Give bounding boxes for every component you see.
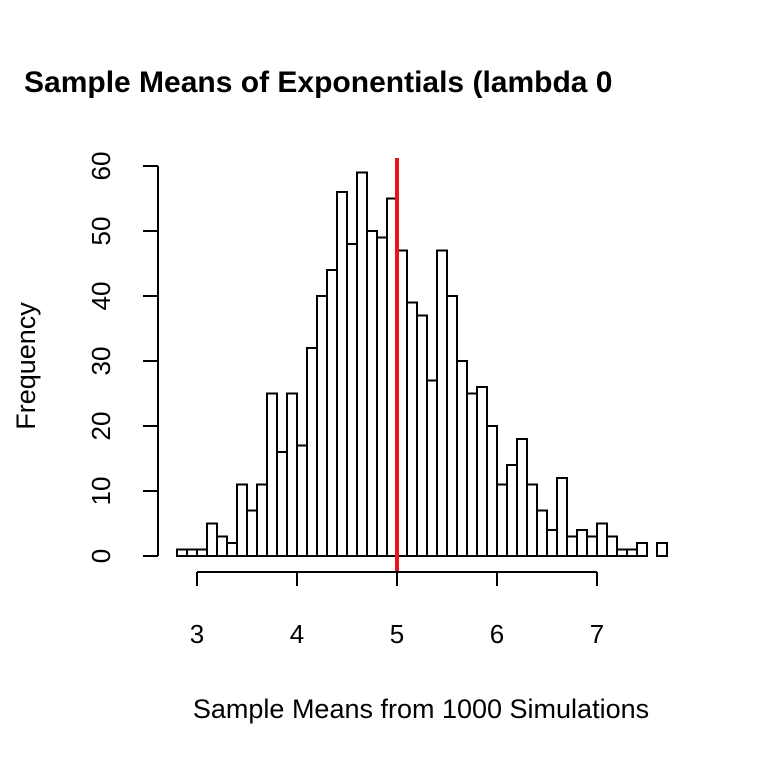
histogram-bar [486,425,498,557]
histogram-bar [366,230,378,557]
y-tick-label: 10 [86,477,116,506]
histogram-bar [606,535,618,557]
histogram-bar [436,249,448,557]
histogram-bar [596,522,608,557]
histogram-bar [636,542,648,557]
histogram-bar [616,548,628,557]
histogram-bar [306,347,318,557]
x-axis: 3 4 5 6 7 [190,571,604,649]
y-tick-label: 20 [86,412,116,441]
histogram-bar [276,451,288,557]
histogram-bar [206,522,218,557]
histogram-bar [256,483,268,557]
histogram-bar [416,314,428,557]
x-tick-label: 4 [290,619,304,649]
histogram-bar [446,295,458,557]
histogram-bar [626,548,638,557]
histogram-bar [236,483,248,557]
histogram-bar [216,535,228,557]
histogram-bar [286,392,298,557]
histogram-bars [176,171,668,557]
x-axis-label: Sample Means from 1000 Simulations [193,694,649,724]
histogram-bar [296,444,308,557]
x-tick-label: 3 [190,619,204,649]
y-tick-label: 40 [86,282,116,311]
histogram-bar [356,171,368,557]
histogram-bar [186,548,198,557]
histogram-bar [656,542,668,557]
histogram-bar [546,529,558,557]
y-tick-label: 50 [86,217,116,246]
y-axis-label: Frequency [11,302,41,430]
histogram-bar [566,535,578,557]
y-tick-label: 60 [86,152,116,181]
x-tick-label: 7 [590,619,604,649]
y-tick-label: 30 [86,347,116,376]
histogram-bar [526,483,538,557]
histogram-bar [586,535,598,557]
histogram-bar [536,509,548,557]
histogram-bar [326,269,338,557]
x-tick-label: 5 [390,619,404,649]
histogram-bar [496,483,508,557]
histogram-bar [456,360,468,557]
chart-title: Sample Means of Exponentials (lambda 0 [24,66,613,99]
histogram-bar [556,477,568,557]
histogram-bar [246,509,258,557]
histogram-bar [376,236,388,557]
y-axis: 0 10 20 30 40 50 60 [86,152,159,563]
histogram-bar [406,301,418,557]
y-tick-label: 0 [86,549,116,563]
x-tick-label: 6 [490,619,504,649]
histogram-bar [226,542,238,557]
histogram-bar [426,379,438,557]
histogram-bar [506,464,518,557]
histogram-bar [476,386,488,557]
histogram-bar [466,392,478,557]
histogram-bar [196,548,208,557]
histogram-bar [576,529,588,557]
histogram-bar [346,243,358,557]
histogram-bar [516,438,528,557]
histogram-bar [176,548,188,557]
histogram-bar [336,191,348,557]
histogram-bar [316,295,328,557]
histogram-bar [266,392,278,557]
